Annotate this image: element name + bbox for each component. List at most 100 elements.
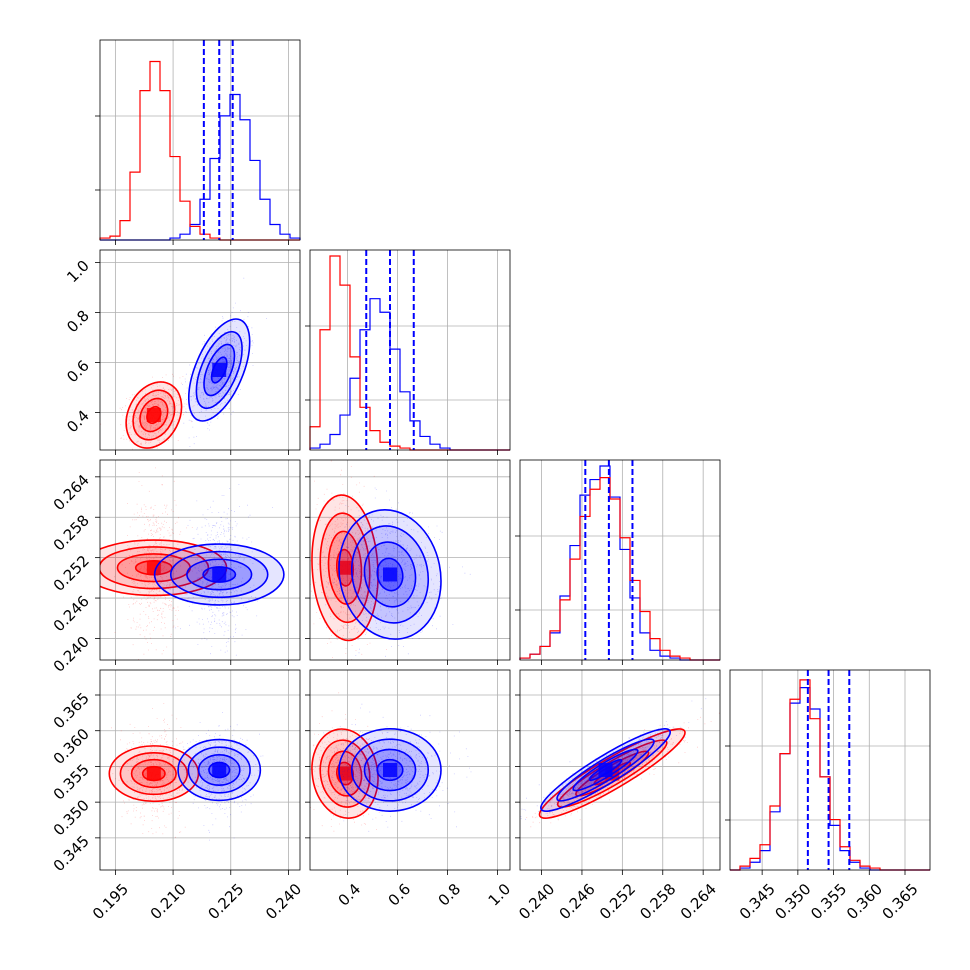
x-tick-label: 0.365 — [879, 880, 922, 923]
x-tick-label: 0.8 — [435, 880, 465, 910]
density-peak-blue — [383, 763, 397, 777]
y-tick-label: 0.355 — [50, 761, 93, 804]
y-tick-label: 0.240 — [50, 633, 93, 676]
contour-blue — [177, 738, 262, 802]
x-tick-label: 0.210 — [147, 880, 190, 923]
y-tick-label: 0.345 — [50, 832, 93, 875]
x-tick-label: 0.252 — [596, 880, 639, 923]
contour-blue — [169, 550, 269, 599]
density-peak-red — [338, 766, 352, 781]
scatter-red — [310, 460, 388, 660]
y-tick-label: 0.4 — [63, 407, 93, 437]
contour-red — [319, 512, 371, 624]
y-tick-label: 0.365 — [50, 689, 93, 732]
y-tick-label: 1.0 — [63, 257, 93, 287]
scatter-red — [114, 467, 193, 660]
contour-blue — [186, 558, 253, 591]
scatter-panel-4-1: 0.195 0.210 0.225 0.240 0.3450.3500.3550.360… — [50, 669, 305, 923]
contour-blue — [350, 525, 430, 624]
panel-frame — [99, 459, 301, 661]
panel-content — [310, 460, 471, 660]
contour-blue — [556, 738, 655, 802]
histogram-red — [730, 679, 930, 871]
x-tick-label: 0.225 — [204, 880, 247, 923]
panel-content — [100, 277, 267, 450]
contour-blue — [588, 758, 623, 782]
contour-red — [132, 389, 176, 441]
density-peak-blue — [212, 567, 227, 582]
x-tick-label: 0.258 — [636, 880, 679, 923]
y-tick-label: 0.264 — [50, 471, 93, 514]
contour-red — [538, 728, 686, 819]
contour-blue — [153, 543, 285, 606]
y-tick-label: 0.8 — [63, 307, 93, 337]
density-peak-red — [338, 560, 352, 575]
density-peak-blue — [598, 763, 613, 777]
contour-blue — [376, 557, 404, 592]
y-tick-label: 0.350 — [50, 796, 93, 839]
contour-blue — [208, 761, 231, 779]
panel-frame — [99, 39, 301, 241]
x-tick-label: 0.240 — [262, 880, 305, 923]
panel-frame — [309, 669, 511, 871]
contour-red — [119, 752, 189, 796]
contour-red — [139, 397, 169, 433]
histogram-blue — [309, 298, 510, 451]
y-tick-label: 0.258 — [50, 511, 93, 554]
y-tick-label: 0.246 — [50, 592, 93, 635]
scatter-panel-4-2: 0.4 0.6 0.8 1.0 — [305, 669, 515, 910]
hist-panel-3 — [515, 459, 721, 665]
contour-red — [146, 405, 162, 425]
y-tick-label: 0.6 — [63, 357, 93, 387]
contour-blue — [203, 343, 236, 397]
density-peak-blue — [383, 567, 397, 582]
x-tick-label: 1.0 — [485, 880, 515, 910]
contour-blue — [202, 566, 237, 583]
contour-blue — [210, 356, 228, 384]
x-tick-label: 0.240 — [515, 880, 558, 923]
hist-panel-1 — [95, 39, 301, 245]
x-tick-label: 0.6 — [385, 880, 415, 910]
histogram-red — [519, 477, 720, 661]
density-peak-red — [146, 408, 161, 422]
x-tick-label: 0.246 — [556, 880, 599, 923]
density-peak-blue — [212, 363, 227, 377]
density-peak-red — [146, 766, 161, 781]
scatter-panel-3-2 — [305, 459, 511, 665]
contour-blue — [195, 330, 243, 410]
contour-blue — [187, 746, 251, 794]
contour-red — [100, 546, 210, 590]
contour-blue — [350, 738, 430, 802]
x-tick-label: 0.345 — [736, 880, 779, 923]
contour-red — [335, 548, 355, 587]
density-peak-blue — [212, 763, 227, 777]
panel-content — [310, 692, 472, 832]
contour-red — [141, 765, 166, 782]
contour-red — [125, 381, 183, 449]
contour-blue — [572, 748, 639, 792]
contour-blue — [540, 728, 671, 812]
contour-red — [319, 739, 371, 808]
hist-panel-2 — [305, 249, 511, 455]
contour-blue — [338, 509, 442, 640]
y-tick-label: 0.252 — [50, 552, 93, 595]
x-tick-label: 0.350 — [772, 880, 815, 923]
x-tick-label: 0.4 — [335, 880, 365, 910]
panel-frame — [99, 669, 301, 871]
contour-blue — [363, 748, 417, 792]
x-tick-label: 0.195 — [89, 880, 132, 923]
panel-content — [520, 698, 720, 828]
contour-red — [130, 758, 177, 789]
contour-blue — [338, 728, 442, 812]
scatter-blue — [173, 277, 267, 447]
y-tick-label: 0.360 — [50, 725, 93, 768]
panel-frame — [519, 669, 721, 871]
panel-frame — [729, 669, 931, 871]
panel-content — [100, 467, 285, 660]
scatter-panel-2-1: 0.4 0.6 0.8 1.0 — [63, 249, 301, 455]
contour-red — [327, 750, 363, 797]
